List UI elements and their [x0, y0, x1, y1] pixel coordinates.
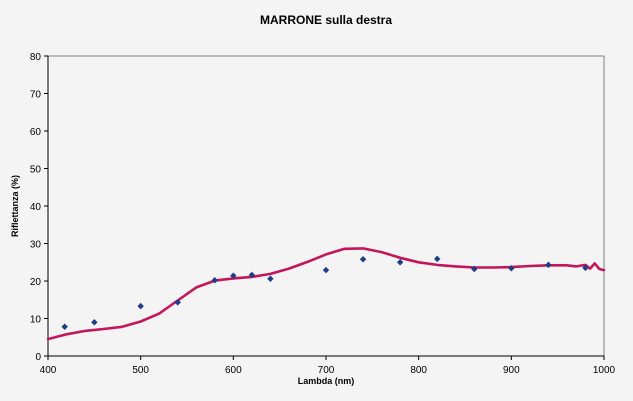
data-point [137, 302, 144, 310]
y-tick-label: 20 [30, 277, 42, 288]
data-point [61, 323, 68, 330]
y-tick-label: 50 [30, 165, 42, 176]
data-point [267, 275, 274, 282]
x-ticks: 400 500 600 700 800 900 1000 [40, 356, 616, 376]
point-layer [61, 255, 589, 330]
plot-area [47, 55, 605, 357]
x-tick-label: 900 [503, 365, 520, 376]
reflectance-curve [46, 247, 606, 341]
data-point [508, 265, 515, 272]
x-tick-label: 400 [40, 365, 57, 376]
line-layer [46, 247, 606, 341]
data-point [471, 265, 478, 273]
data-point [396, 259, 404, 266]
y-tick-label: 0 [35, 352, 41, 363]
x-tick-label: 1000 [593, 365, 616, 376]
y-tick-label: 80 [30, 52, 42, 63]
data-point [230, 272, 237, 279]
data-point [545, 261, 552, 269]
y-tick-label: 60 [30, 127, 42, 138]
y-ticks: 0 10 20 30 40 50 60 70 80 [30, 52, 48, 363]
x-tick-label: 800 [410, 365, 427, 376]
y-tick-label: 10 [30, 315, 42, 326]
x-tick-label: 700 [318, 365, 335, 376]
y-tick-label: 40 [30, 202, 42, 213]
y-tick-label: 70 [30, 90, 42, 101]
data-point [434, 255, 441, 263]
data-point [322, 266, 330, 274]
data-point [91, 319, 98, 326]
data-point [582, 264, 589, 272]
data-point [359, 256, 367, 263]
data-point [211, 277, 218, 284]
data-point [248, 271, 256, 279]
x-tick-label: 500 [132, 365, 149, 376]
y-axis-label: Riflettanza (%) [10, 175, 20, 237]
chart-title: MARRONE sulla destra [260, 13, 392, 27]
y-tick-label: 30 [30, 240, 42, 251]
x-axis-label: Lambda (nm) [298, 376, 355, 386]
x-tick-label: 600 [225, 365, 242, 376]
data-point [174, 299, 181, 306]
